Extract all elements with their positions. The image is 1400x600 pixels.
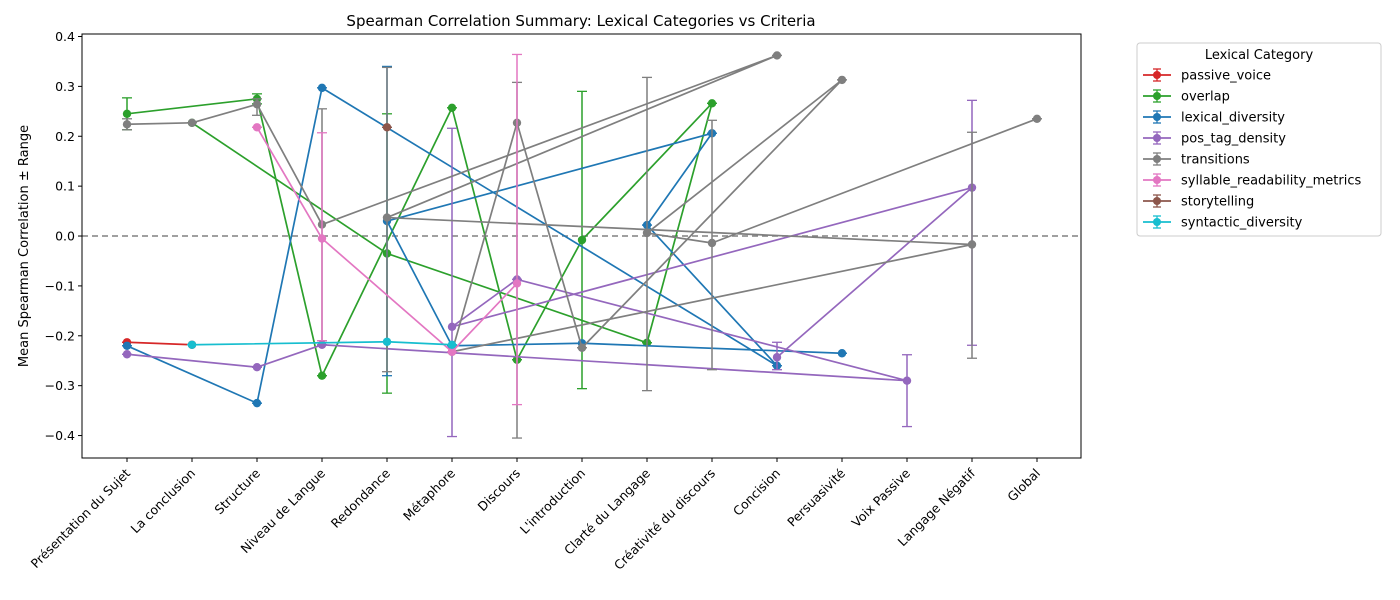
y-tick-label: 0.4 (55, 29, 75, 44)
data-point (967, 240, 977, 249)
series-syllable_readability_metrics (252, 53, 522, 406)
data-point (1032, 114, 1042, 124)
data-point (382, 213, 392, 222)
data-point (252, 123, 262, 132)
y-axis-label: Mean Spearman Correlation ± Range (17, 125, 32, 367)
plot-frame (81, 33, 1082, 459)
legend-label: transitions (1181, 153, 1250, 168)
legend-label: storytelling (1181, 195, 1254, 210)
legend-label: passive_voice (1181, 69, 1271, 84)
data-point (447, 347, 457, 356)
data-point (512, 279, 522, 288)
data-point (252, 398, 262, 408)
legend-item-lexical_diversity: lexical_diversity (1143, 110, 1285, 126)
series-line (256, 126, 518, 353)
legend-title: Lexical Category (1205, 48, 1314, 63)
legend-marker (1153, 113, 1161, 121)
data-point (252, 100, 262, 109)
series-storytelling (382, 123, 392, 132)
legend-item-passive_voice: passive_voice (1143, 68, 1271, 84)
data-point (382, 123, 392, 132)
data-point (317, 340, 327, 349)
data-point (122, 341, 132, 350)
data-point (187, 118, 197, 127)
legend-marker (1153, 155, 1161, 163)
legend-label: lexical_diversity (1181, 111, 1285, 126)
data-point (772, 51, 782, 60)
y-tick-label: −0.1 (45, 278, 75, 293)
data-point (122, 350, 132, 359)
data-point (382, 337, 392, 346)
data-point (447, 103, 457, 113)
legend-frame (1136, 42, 1382, 237)
legend-item-pos_tag_density: pos_tag_density (1143, 131, 1286, 147)
legend-marker (1153, 197, 1161, 205)
series-syntactic_diversity (187, 337, 457, 349)
legend-marker (1153, 71, 1161, 79)
data-point (187, 340, 197, 349)
data-point (707, 99, 717, 108)
y-tick-label: −0.4 (45, 428, 75, 443)
data-point (317, 83, 327, 93)
series-line (126, 341, 193, 346)
data-point (577, 235, 587, 245)
data-point (642, 228, 652, 238)
legend-marker (1153, 176, 1161, 184)
data-point (837, 349, 847, 358)
plot-series (122, 51, 1042, 439)
data-point (317, 234, 327, 243)
data-point (447, 340, 457, 349)
y-tick-label: 0.3 (55, 79, 75, 94)
legend-item-syllable_readability_metrics: syllable_readability_metrics (1143, 173, 1362, 189)
legend-label: overlap (1181, 90, 1230, 105)
data-point (707, 238, 717, 248)
data-point (447, 322, 457, 332)
legend-item-syntactic_diversity: syntactic_diversity (1143, 215, 1303, 231)
legend-item-overlap: overlap (1143, 89, 1230, 105)
y-tick-label: 0.1 (55, 179, 75, 194)
y-axis-ticks: −0.4 −0.3 −0.2 −0.1 0.0 0.1 0.2 0.3 0.4 (45, 29, 82, 443)
legend-marker (1153, 218, 1161, 226)
data-point (252, 363, 262, 372)
data-point (122, 109, 132, 119)
y-tick-label: 0.2 (55, 129, 75, 144)
data-point (317, 371, 327, 380)
legend-item-transitions: transitions (1143, 152, 1250, 168)
data-point (837, 75, 847, 85)
y-tick-label: 0.0 (55, 229, 75, 244)
legend-marker (1153, 134, 1161, 142)
legend-label: syntactic_diversity (1181, 216, 1303, 231)
legend-label: pos_tag_density (1181, 132, 1286, 147)
chart-title: Spearman Correlation Summary: Lexical Ca… (346, 12, 815, 30)
data-point (772, 353, 782, 362)
legend-marker (1153, 92, 1161, 100)
legend-item-storytelling: storytelling (1143, 194, 1254, 210)
data-point (122, 120, 132, 129)
y-tick-label: −0.2 (45, 328, 75, 343)
data-point (902, 376, 912, 385)
data-point (577, 343, 587, 352)
legend-label: syllable_readability_metrics (1181, 174, 1362, 189)
y-tick-label: −0.3 (45, 378, 75, 393)
